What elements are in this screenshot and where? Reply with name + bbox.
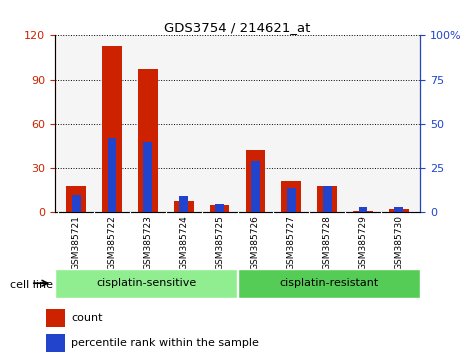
Text: GSM385721: GSM385721	[72, 215, 81, 270]
Text: cell line: cell line	[10, 280, 53, 290]
Bar	[209, 205, 229, 212]
FancyBboxPatch shape	[238, 269, 420, 297]
Bar	[251, 161, 260, 212]
FancyBboxPatch shape	[55, 269, 237, 297]
Text: GSM385725: GSM385725	[215, 215, 224, 270]
Text: cisplatin-sensitive: cisplatin-sensitive	[96, 278, 196, 288]
Text: count: count	[71, 313, 103, 323]
Bar	[107, 138, 116, 212]
Bar	[66, 186, 86, 212]
Text: GSM385724: GSM385724	[179, 215, 188, 270]
Bar	[317, 186, 337, 212]
Bar	[281, 181, 301, 212]
Text: GSM385726: GSM385726	[251, 215, 260, 270]
Bar	[287, 188, 296, 212]
Bar	[323, 186, 332, 212]
Bar	[174, 201, 194, 212]
Bar	[138, 69, 158, 212]
Text: GSM385722: GSM385722	[107, 215, 116, 270]
Bar	[179, 196, 188, 212]
Bar	[389, 210, 408, 212]
Bar	[47, 309, 65, 327]
Text: percentile rank within the sample: percentile rank within the sample	[71, 338, 259, 348]
Text: GSM385729: GSM385729	[359, 215, 368, 270]
Bar	[353, 211, 373, 212]
Text: GSM385730: GSM385730	[394, 215, 403, 270]
Bar	[102, 46, 122, 212]
Text: GSM385727: GSM385727	[287, 215, 296, 270]
Bar	[72, 195, 81, 212]
Title: GDS3754 / 214621_at: GDS3754 / 214621_at	[164, 21, 311, 34]
Bar	[215, 204, 224, 212]
Bar	[359, 207, 368, 212]
Text: GSM385723: GSM385723	[143, 215, 152, 270]
Text: GSM385728: GSM385728	[323, 215, 332, 270]
Bar	[47, 334, 65, 352]
Bar	[246, 150, 266, 212]
Bar	[394, 207, 403, 212]
Bar	[143, 142, 152, 212]
Text: cisplatin-resistant: cisplatin-resistant	[279, 278, 379, 288]
